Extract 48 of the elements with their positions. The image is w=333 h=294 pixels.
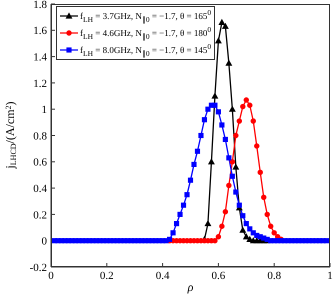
point (244, 97, 250, 103)
point (247, 102, 252, 108)
point (258, 170, 263, 176)
y-tick-label: 0.4 (33, 183, 48, 196)
point (240, 227, 246, 233)
point (204, 220, 212, 226)
y-tick-label: 1.6 (33, 25, 48, 38)
point (218, 19, 225, 25)
point (229, 106, 236, 112)
x-tick-label: 0.2 (100, 270, 114, 282)
point (222, 209, 228, 214)
point (254, 143, 260, 149)
point (215, 38, 222, 44)
x-tick-label: 0.4 (156, 270, 170, 282)
x-axis-title: ρ (186, 280, 194, 294)
point (222, 23, 228, 29)
point (233, 132, 239, 138)
y-tick-label: 1 (42, 104, 47, 116)
x-tick-label: 0.6 (212, 270, 226, 282)
point (216, 234, 222, 240)
y-tick-label: 0.8 (33, 130, 48, 142)
point (212, 92, 218, 99)
point (264, 212, 270, 218)
point (219, 224, 225, 229)
point (243, 234, 250, 240)
y-tick-label: 0.6 (33, 156, 48, 169)
y-tick-label: 0 (42, 236, 48, 248)
point (261, 194, 266, 200)
point (226, 182, 232, 188)
legend-label: f$_{LH}$ = 3.7GHz, N$_{∥0}$ = −1.7, θ = 165$^{0}$ (80, 8, 212, 25)
point (268, 224, 274, 229)
x-tick-label: 1 (327, 270, 333, 282)
x-tick-label: 0.8 (267, 270, 282, 282)
point (208, 158, 215, 164)
point (271, 230, 277, 236)
legend-label: f$_{LH}$ = 8.0GHz, N$_{∥0}$ = −1.7, θ = 145$^{0}$ (80, 42, 212, 58)
point (226, 60, 232, 66)
point (236, 118, 242, 124)
y-tick-label: 1.2 (33, 78, 47, 90)
legend-label: f$_{LH}$ = 4.6GHz, N$_{∥0}$ = −1.7, θ = 180$^{0}$ (80, 24, 212, 42)
y-tick-label: 1.8 (33, 0, 48, 11)
point (250, 118, 256, 124)
point (240, 104, 246, 110)
point (230, 159, 236, 165)
y-tick-label: 1.4 (33, 52, 48, 64)
y-tick-label: 0.2 (33, 209, 47, 222)
point (232, 164, 239, 170)
y-tick-label: -0.2 (30, 262, 47, 274)
